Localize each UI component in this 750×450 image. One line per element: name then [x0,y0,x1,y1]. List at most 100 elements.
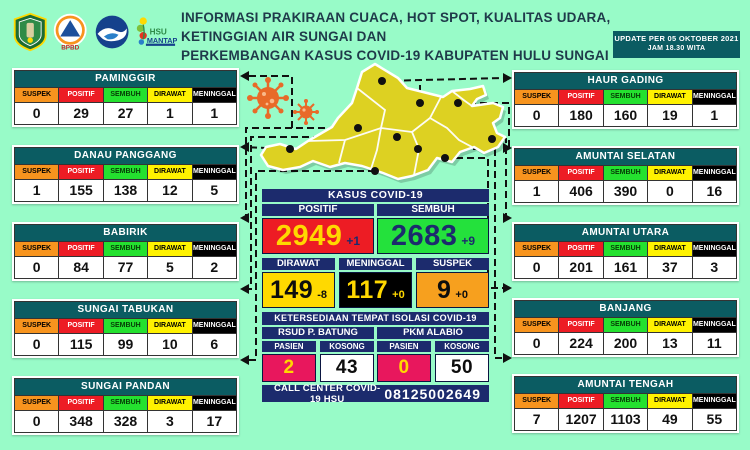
column-header-positif: POSITIF [59,318,104,334]
district-name: AMUNTAI TENGAH [514,376,737,393]
value-sembuh: 27 [103,103,149,125]
covid-panel-title: KASUS COVID-19 [262,189,489,202]
column-header-sembuh: SEMBUH [103,318,149,334]
dirawat-delta: -8 [317,289,327,301]
meninggal-value-box: 117 +0 [339,272,412,308]
column-header-dirawat: DIRAWAT [148,395,193,411]
pkm-pasien-value-box: 0 [377,354,431,382]
column-header-suspek: SUSPEK [14,164,60,180]
value-meninggal: 2 [192,257,238,279]
column-header-positif: POSITIF [559,241,604,257]
rsud-kosong-label: KOSONG [320,341,374,352]
rsud-pasien-label: PASIEN [262,341,316,352]
value-sembuh: 1103 [603,409,649,431]
district-values: 1 406 390 0 16 [514,181,738,203]
column-header-suspek: SUSPEK [514,89,560,105]
district-column-headers: SUSPEK POSITIF SEMBUH DIRAWAT MENINGGAL [514,393,738,409]
pkm-pasien-label: PASIEN [377,341,431,352]
column-header-sembuh: SEMBUH [603,317,649,333]
district-name: PAMINGGIR [14,70,237,87]
update-date: UPDATE PER 05 OKTOBER 2021 [614,34,739,43]
column-header-suspek: SUSPEK [14,241,60,257]
column-header-sembuh: SEMBUH [103,395,149,411]
value-positif: 201 [559,257,604,279]
column-header-meninggal: MENINGGAL [692,393,738,409]
suspek-value-box: 9 +0 [416,272,489,308]
update-time: JAM 18.30 WITA [647,45,706,52]
svg-text:HSU: HSU [150,28,167,37]
value-sembuh: 200 [603,333,649,355]
district-table: HAUR GADING SUSPEK POSITIF SEMBUH DIRAWA… [512,70,739,129]
value-meninggal: 6 [192,334,238,356]
district-column-headers: SUSPEK POSITIF SEMBUH DIRAWAT MENINGGAL [14,395,238,411]
call-center-label: CALL CENTER COVID-19 HSU [274,382,381,405]
meninggal-value: 117 [346,275,389,304]
column-header-suspek: SUSPEK [514,317,560,333]
district-table: PAMINGGIR SUSPEK POSITIF SEMBUH DIRAWAT … [12,68,239,127]
district-values: 0 84 77 5 2 [14,257,238,279]
column-header-meninggal: MENINGGAL [192,318,238,334]
column-header-positif: POSITIF [559,89,604,105]
meninggal-label: MENINGGAL [339,258,412,270]
rsud-kosong-value: 43 [335,357,359,378]
value-sembuh: 328 [103,411,149,433]
value-positif: 115 [59,334,104,356]
column-header-dirawat: DIRAWAT [148,87,193,103]
covid-summary-panel: KASUS COVID-19 POSITIF SEMBUH 2949 +1 26… [262,189,489,405]
column-header-sembuh: SEMBUH [603,165,649,181]
rsud-pasien-value-box: 2 [262,354,316,382]
value-suspek: 7 [514,409,560,431]
column-header-positif: POSITIF [559,317,604,333]
value-dirawat: 5 [148,257,193,279]
value-dirawat: 37 [648,257,693,279]
page-title: INFORMASI PRAKIRAAN CUACA, HOT SPOT, KUA… [181,9,659,85]
district-values: 0 348 328 3 17 [14,411,238,433]
positif-delta: +1 [346,234,361,248]
district-table: DANAU PANGGANG SUSPEK POSITIF SEMBUH DIR… [12,145,239,204]
column-header-suspek: SUSPEK [14,318,60,334]
update-timestamp-badge: UPDATE PER 05 OKTOBER 2021 JAM 18.30 WIT… [613,31,740,58]
hsu-mantap-logo: HSU MANTAP [136,17,177,46]
value-positif: 29 [59,103,104,125]
district-name: DANAU PANGGANG [14,147,237,164]
column-header-sembuh: SEMBUH [103,164,149,180]
value-sembuh: 161 [603,257,649,279]
column-header-sembuh: SEMBUH [103,87,149,103]
column-header-suspek: SUSPEK [14,87,60,103]
column-header-meninggal: MENINGGAL [692,89,738,105]
district-name: SUNGAI PANDAN [14,378,237,395]
column-header-dirawat: DIRAWAT [148,164,193,180]
district-column-headers: SUSPEK POSITIF SEMBUH DIRAWAT MENINGGAL [14,87,238,103]
district-column-headers: SUSPEK POSITIF SEMBUH DIRAWAT MENINGGAL [14,164,238,180]
value-suspek: 0 [14,334,60,356]
district-table: AMUNTAI SELATAN SUSPEK POSITIF SEMBUH DI… [512,146,739,205]
value-meninggal: 55 [692,409,738,431]
value-positif: 180 [559,105,604,127]
column-header-meninggal: MENINGGAL [192,87,238,103]
district-column-headers: SUSPEK POSITIF SEMBUH DIRAWAT MENINGGAL [14,318,238,334]
district-column-headers: SUSPEK POSITIF SEMBUH DIRAWAT MENINGGAL [514,241,738,257]
left-district-column: PAMINGGIR SUSPEK POSITIF SEMBUH DIRAWAT … [12,68,239,435]
district-name: AMUNTAI SELATAN [514,148,737,165]
district-name: SUNGAI TABUKAN [14,301,237,318]
district-table: AMUNTAI UTARA SUSPEK POSITIF SEMBUH DIRA… [512,222,739,281]
logo-row: BPBD HSU MANTAP [12,10,177,54]
sembuh-delta: +9 [461,234,476,248]
district-name: BABIRIK [14,224,237,241]
kabupaten-hsu-coat-of-arms [13,12,47,52]
pkm-kosong-label: KOSONG [435,341,489,352]
district-values: 0 201 161 37 3 [514,257,738,279]
district-column-headers: SUSPEK POSITIF SEMBUH DIRAWAT MENINGGAL [514,165,738,181]
district-values: 0 224 200 13 11 [514,333,738,355]
facility-name-pkm: PKM ALABIO [377,327,489,339]
column-header-positif: POSITIF [559,393,604,409]
value-dirawat: 49 [648,409,693,431]
column-header-dirawat: DIRAWAT [148,241,193,257]
value-suspek: 0 [514,257,560,279]
sembuh-value: 2683 [390,219,458,252]
value-sembuh: 160 [603,105,649,127]
sembuh-value-box: 2683 +9 [377,218,489,254]
district-values: 1 155 138 12 5 [14,180,238,202]
svg-text:MANTAP: MANTAP [147,36,177,45]
column-header-meninggal: MENINGGAL [192,395,238,411]
